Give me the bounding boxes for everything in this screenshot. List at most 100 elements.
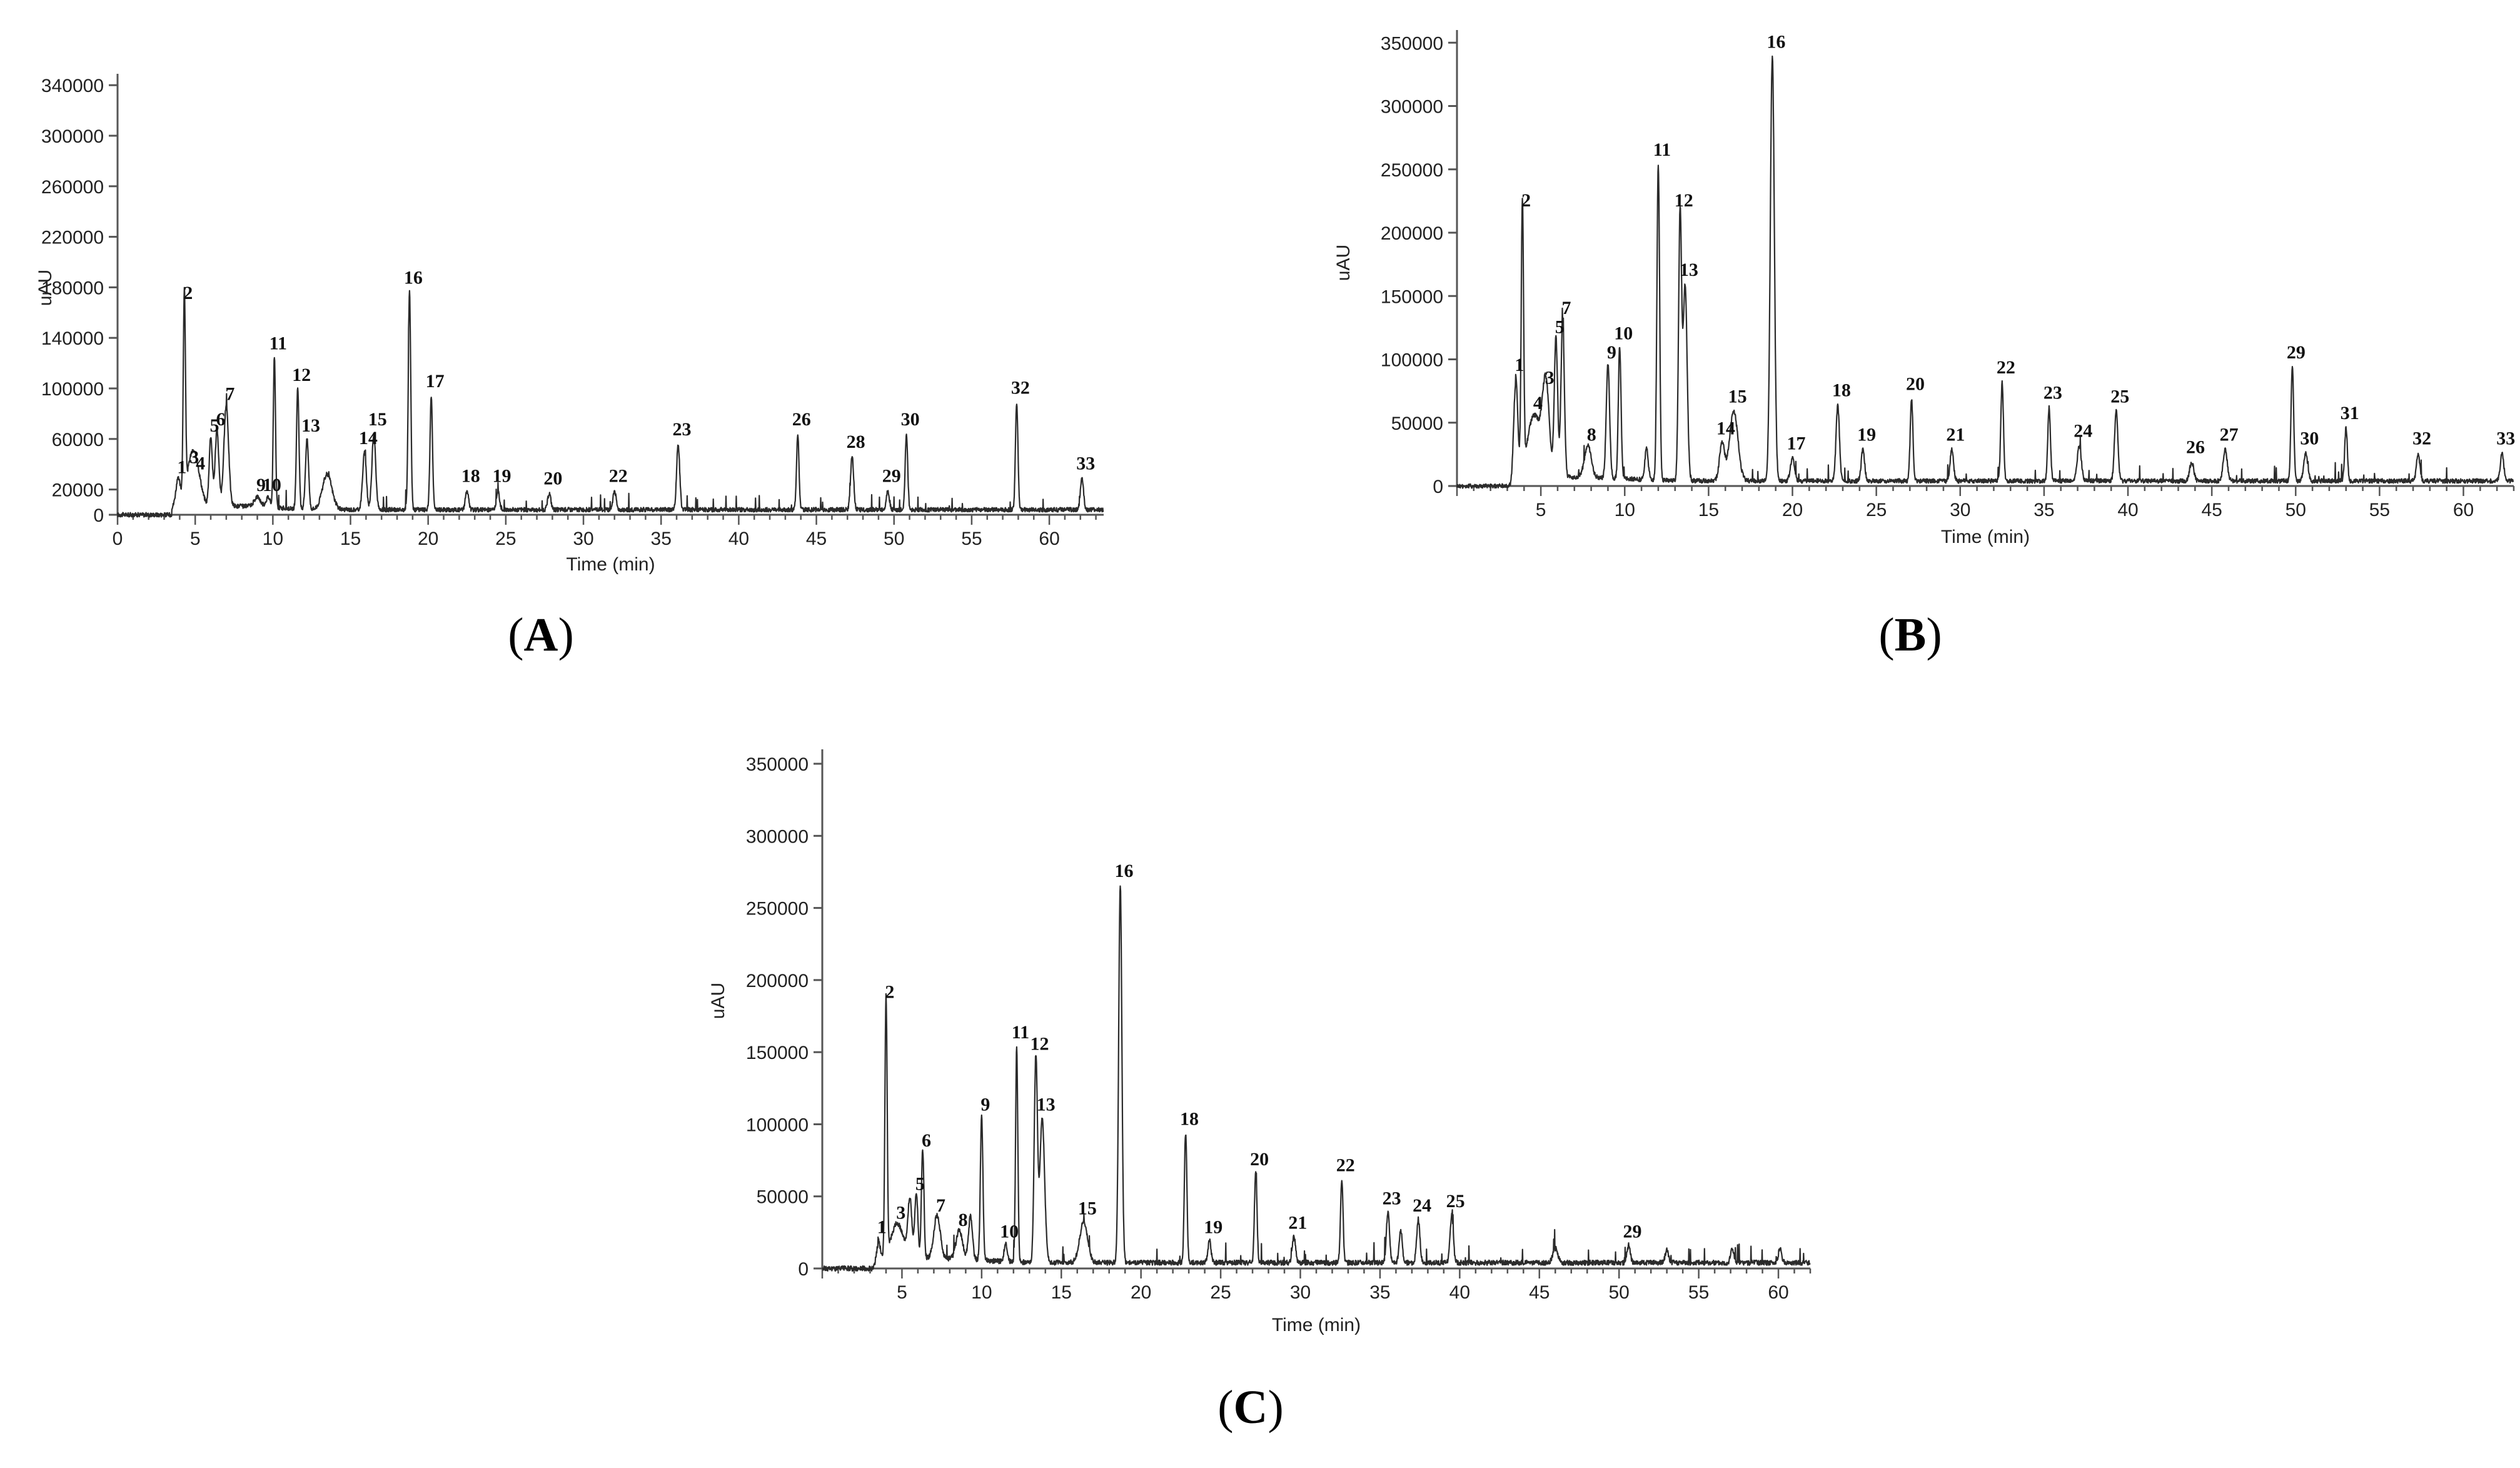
peak-label: 10 (1614, 323, 1633, 343)
peak-label: 16 (1767, 32, 1785, 53)
y-tick-label: 250000 (746, 899, 809, 919)
x-tick-label: 15 (340, 529, 361, 549)
peak-label: 9 (1607, 342, 1616, 363)
peak-point (958, 1238, 960, 1241)
peak-label: 5 (210, 415, 219, 436)
x-tick-label: 55 (1688, 1282, 1709, 1303)
x-tick-label: 35 (1369, 1282, 1390, 1303)
y-tick-label: 100000 (41, 379, 104, 400)
peak-label: 6 (922, 1130, 931, 1151)
peak-label: 21 (1288, 1213, 1307, 1233)
peak-label: 1 (877, 1217, 887, 1237)
x-tick-label: 45 (806, 529, 827, 549)
peak-label: 1 (177, 457, 186, 478)
panel-letter-paren: ( (508, 609, 523, 661)
peak-label: 19 (1857, 424, 1876, 445)
y-tick-label: 100000 (746, 1115, 809, 1135)
peak-point (256, 504, 259, 506)
y-tick-label: 260000 (41, 177, 104, 198)
y-tick-label: 300000 (41, 126, 104, 147)
x-tick-label: 15 (1051, 1282, 1072, 1303)
x-axis-title: Time (min) (1272, 1315, 1361, 1335)
peak-label: 18 (1180, 1109, 1199, 1130)
y-tick-label: 350000 (746, 754, 809, 775)
peak-point (935, 1224, 938, 1227)
peak-label: 23 (673, 419, 692, 440)
y-tick-label: 200000 (746, 971, 809, 991)
peak-label: 33 (1076, 453, 1095, 473)
y-tick-label: 0 (1433, 477, 1443, 497)
peak-label: 33 (2496, 428, 2515, 448)
peak-label: 9 (256, 475, 266, 495)
peak-label: 10 (1000, 1221, 1019, 1242)
peak-label: 32 (1011, 377, 1030, 398)
x-tick-label: 50 (2286, 500, 2306, 520)
y-tick-label: 300000 (1381, 97, 1443, 118)
peak-label: 12 (292, 365, 311, 385)
peak-label: 23 (1383, 1188, 1401, 1208)
peak-label: 3 (189, 447, 199, 467)
y-tick-label: 140000 (41, 328, 104, 349)
peak-label: 22 (609, 466, 628, 487)
x-tick-label: 30 (573, 529, 593, 549)
x-tick-label: 50 (884, 529, 904, 549)
peak-label: 4 (1533, 393, 1543, 413)
peak-label: 26 (2186, 437, 2205, 458)
peak-label: 19 (1204, 1217, 1222, 1237)
peak-label: 11 (1653, 139, 1671, 160)
peak-label: 23 (2044, 383, 2062, 403)
peak-label: 16 (404, 268, 423, 288)
panel-letter: (A) (508, 609, 574, 661)
peak-label: 2 (885, 982, 894, 1003)
y-tick-label: 200000 (1381, 223, 1443, 244)
peak-label: 29 (2287, 342, 2306, 363)
peak-label: 32 (2412, 428, 2431, 448)
y-tick-label: 150000 (1381, 286, 1443, 307)
peak-label: 24 (2074, 420, 2092, 441)
peak-label: 29 (1623, 1221, 1641, 1242)
peak-label: 13 (301, 415, 320, 436)
peak-label: 2 (1521, 190, 1531, 211)
y-tick-label: 0 (93, 505, 104, 526)
panel-letter-paren: ) (1926, 609, 1942, 661)
panel-letter: (C) (1217, 1381, 1284, 1434)
panel-letter-paren: ( (1217, 1381, 1233, 1434)
x-tick-label: 50 (1609, 1282, 1630, 1303)
peak-point (326, 478, 328, 480)
x-tick-label: 10 (971, 1282, 992, 1303)
panel-b: 0 50000 100000 150000 200000 250000 300000 3500… (1333, 30, 2515, 661)
peak-point (1733, 415, 1735, 418)
x-tick-label: 20 (1131, 1282, 1151, 1303)
peak-label: 17 (426, 371, 445, 392)
peak-label: 8 (1587, 424, 1596, 445)
peak-label: 22 (1336, 1155, 1355, 1175)
y-tick-label: 220000 (41, 228, 104, 248)
peak-label: 30 (2300, 428, 2319, 448)
panel-letter-paren: ( (1878, 609, 1894, 661)
x-axis-title: Time (min) (1941, 527, 2030, 547)
peak-label: 25 (1446, 1191, 1465, 1212)
x-tick-label: 10 (263, 529, 283, 549)
y-tick-label: 60000 (52, 430, 104, 450)
x-tick-label: 45 (2201, 500, 2222, 520)
peak-label: 6 (216, 409, 225, 430)
y-axis-title: uAU (35, 270, 56, 306)
peak-label: 26 (792, 409, 811, 430)
x-tick-label: 10 (1615, 500, 1635, 520)
peak-label: 1 (1515, 355, 1524, 375)
peak-label: 7 (1562, 298, 1571, 318)
peak-label: 15 (368, 409, 387, 430)
panel-letter-paren: ) (1268, 1381, 1283, 1434)
peak-label: 3 (1545, 367, 1555, 388)
x-tick-label: 60 (1768, 1282, 1788, 1303)
y-axis-title: uAU (708, 983, 728, 1019)
x-tick-label: 60 (1039, 529, 1059, 549)
x-tick-label: 25 (1866, 500, 1887, 520)
panel-a: 0 20000 60000 100000 140000 180000 220000 26000… (35, 74, 1104, 661)
peak-label: 11 (270, 333, 287, 354)
y-tick-label: 180000 (41, 278, 104, 298)
peak-label: 25 (2110, 387, 2129, 407)
x-tick-label: 60 (2453, 500, 2474, 520)
y-tick-label: 250000 (1381, 160, 1443, 181)
x-tick-label: 0 (113, 529, 123, 549)
